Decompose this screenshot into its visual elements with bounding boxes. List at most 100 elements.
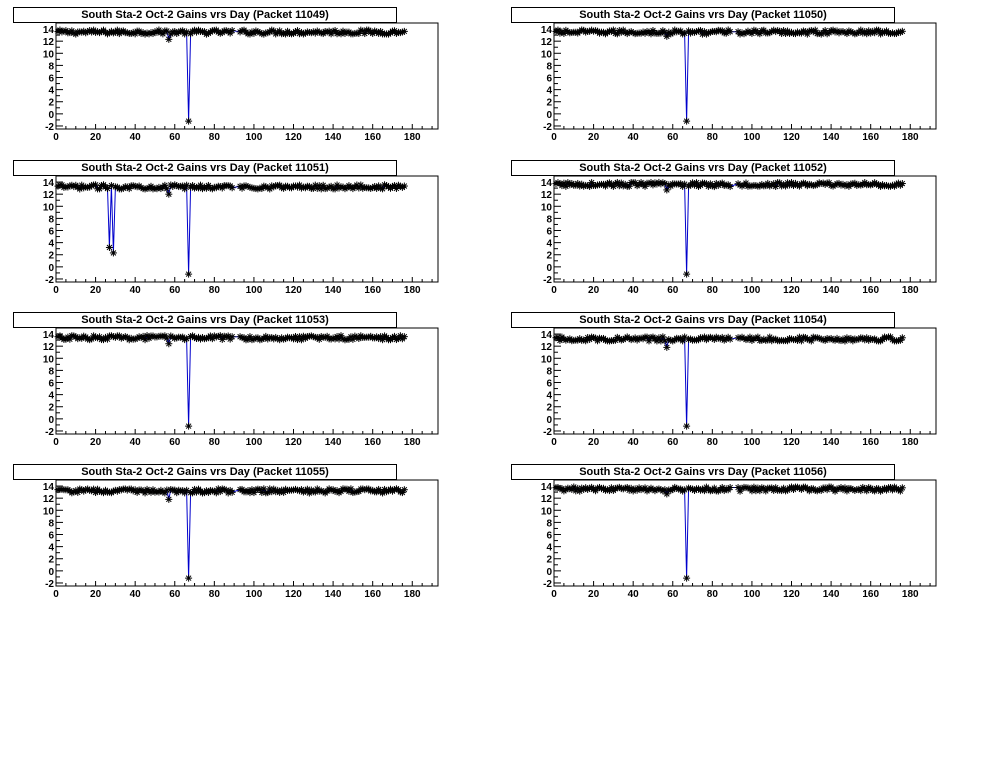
x-tick-label: 20 [588,285,600,296]
y-tick-label: 4 [546,391,552,402]
y-tick-label: 0 [546,263,552,274]
x-tick-label: 0 [53,437,59,448]
x-tick-label: 20 [588,589,600,600]
y-tick-label: 6 [546,74,552,85]
x-tick-label: 120 [285,437,302,448]
x-tick-label: 140 [823,132,840,143]
x-tick-label: 80 [209,437,221,448]
y-tick-label: 14 [541,482,553,493]
y-tick-label: 0 [48,110,54,121]
x-tick-label: 80 [209,285,221,296]
x-tick-label: 40 [628,132,640,143]
data-point [106,244,113,251]
y-tick-label: 2 [48,555,54,566]
x-tick-label: 60 [667,589,679,600]
chart-title: South Sta-2 Oct-2 Gains vrs Day (Packet … [511,464,895,480]
y-tick-label: 8 [546,61,552,72]
y-tick-label: 4 [48,86,54,97]
x-tick-label: 60 [169,132,181,143]
chart-title: South Sta-2 Oct-2 Gains vrs Day (Packet … [511,160,895,176]
x-tick-label: 0 [53,589,59,600]
x-tick-label: 140 [325,589,342,600]
plot-frame [56,176,438,282]
x-tick-label: 40 [130,132,142,143]
y-tick-label: 4 [48,391,54,402]
chart-title: South Sta-2 Oct-2 Gains vrs Day (Packet … [13,464,397,480]
x-tick-label: 120 [783,589,800,600]
x-tick-label: 120 [285,132,302,143]
y-tick-label: 4 [48,543,54,554]
x-tick-label: 20 [90,285,102,296]
x-tick-label: 140 [325,285,342,296]
y-tick-label: 14 [541,330,553,341]
y-tick-label: 2 [48,98,54,109]
x-tick-label: 140 [823,589,840,600]
y-tick-label: 10 [43,202,55,213]
y-tick-label: 0 [546,110,552,121]
y-tick-label: 8 [48,61,54,72]
y-tick-label: 14 [43,330,55,341]
y-tick-label: 14 [541,25,553,36]
x-tick-label: 80 [707,132,719,143]
x-tick-label: 140 [325,132,342,143]
y-tick-label: 2 [48,403,54,414]
y-tick-label: 8 [48,518,54,529]
x-tick-label: 160 [364,437,381,448]
chart-title: South Sta-2 Oct-2 Gains vrs Day (Packet … [13,7,397,23]
x-tick-label: 20 [90,132,102,143]
y-tick-label: 6 [48,74,54,85]
x-tick-label: 140 [823,437,840,448]
x-tick-label: 100 [744,437,761,448]
y-tick-label: 0 [546,415,552,426]
y-tick-label: 12 [43,494,55,505]
y-tick-label: 6 [48,379,54,390]
plot-frame [56,328,438,434]
y-tick-label: 2 [48,251,54,262]
y-tick-label: 2 [546,555,552,566]
y-tick-label: 12 [541,37,553,48]
x-tick-label: 120 [285,285,302,296]
x-tick-label: 100 [246,437,263,448]
x-tick-label: 180 [404,132,421,143]
x-tick-label: 100 [744,589,761,600]
x-tick-label: 180 [902,437,919,448]
data-point [683,575,690,582]
x-tick-label: 180 [404,285,421,296]
x-tick-label: 20 [90,589,102,600]
y-tick-label: 8 [48,214,54,225]
x-tick-label: 60 [667,285,679,296]
x-tick-label: 60 [169,437,181,448]
data-point [165,191,172,198]
data-point [185,575,192,582]
data-point [110,249,117,256]
x-tick-label: 40 [628,437,640,448]
y-tick-label: 2 [546,98,552,109]
data-point [229,184,236,191]
x-tick-label: 40 [130,589,142,600]
x-tick-label: 180 [902,132,919,143]
y-tick-label: 4 [546,86,552,97]
x-tick-label: 160 [364,285,381,296]
x-tick-label: 120 [285,589,302,600]
x-tick-label: 140 [823,285,840,296]
plot-frame [56,23,438,129]
y-tick-label: 6 [48,531,54,542]
data-point [104,185,111,192]
chart-title: South Sta-2 Oct-2 Gains vrs Day (Packet … [511,312,895,328]
x-tick-label: 0 [551,132,557,143]
plot-frame [554,480,936,586]
y-tick-label: 6 [546,531,552,542]
y-tick-label: 10 [541,49,553,60]
chart-title: South Sta-2 Oct-2 Gains vrs Day (Packet … [13,160,397,176]
x-tick-label: 160 [862,285,879,296]
y-tick-label: 8 [546,214,552,225]
x-tick-label: 120 [783,437,800,448]
x-tick-label: 20 [588,132,600,143]
x-tick-label: 40 [130,437,142,448]
